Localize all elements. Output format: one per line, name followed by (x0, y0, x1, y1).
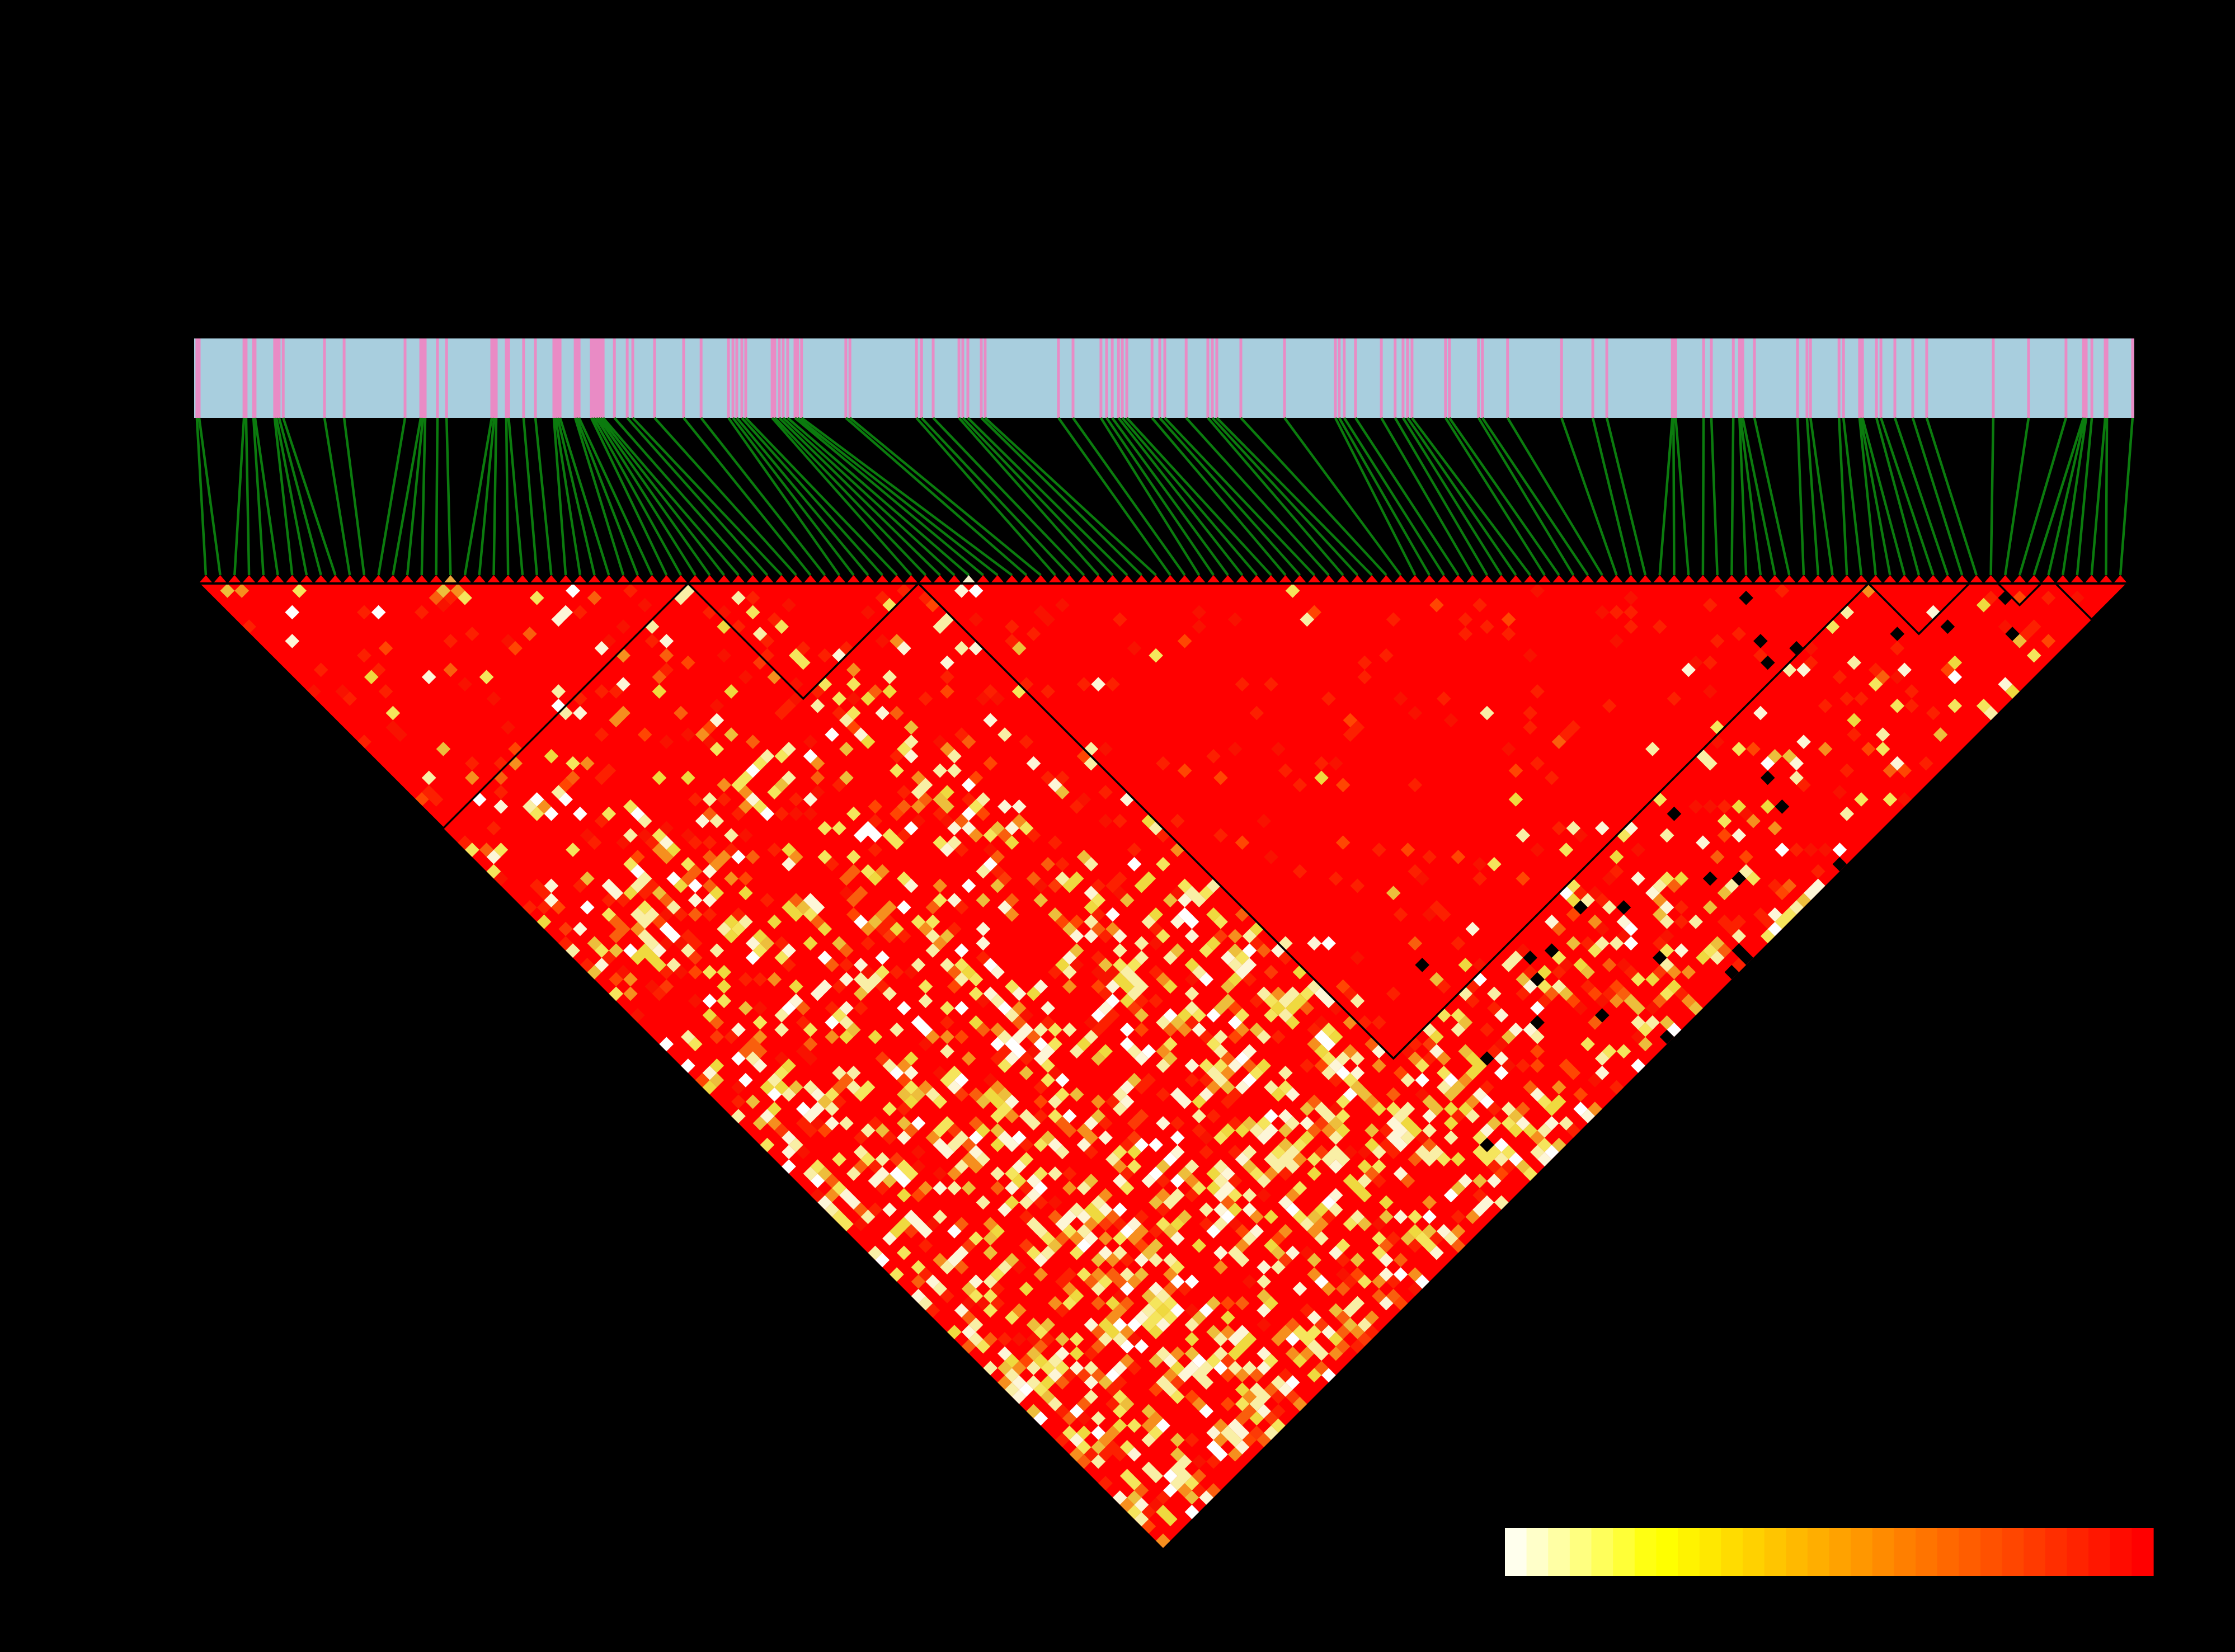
special-snp-marker (962, 575, 976, 583)
ld-triangle-heatmap (199, 583, 2128, 1548)
special-snp-marker (444, 575, 458, 583)
snp-column-markers (199, 575, 2128, 583)
snp-map-fan-lines (195, 417, 2134, 576)
haplotype-block-outlines (197, 582, 2129, 1060)
snp-position-ticks (195, 338, 2134, 418)
color-key-legend (1504, 1528, 2154, 1580)
